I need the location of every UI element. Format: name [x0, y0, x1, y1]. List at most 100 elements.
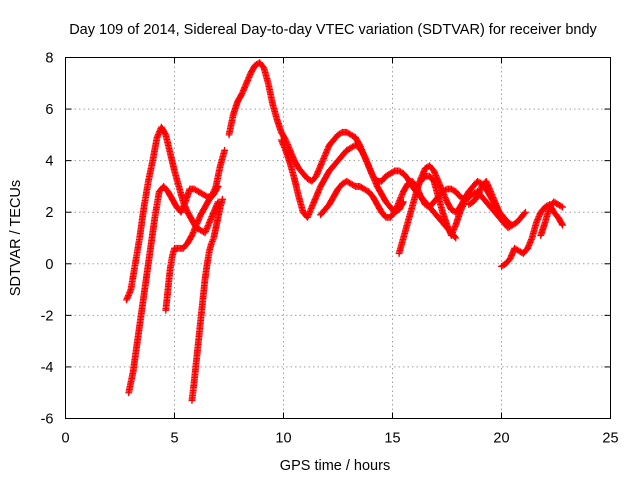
data-point [349, 143, 356, 151]
data-point [446, 203, 454, 211]
data-point [499, 262, 507, 269]
x-tick-label: 25 [602, 431, 618, 447]
data-point [126, 287, 134, 295]
data-point [268, 98, 276, 106]
data-point [316, 163, 324, 171]
axis-ticks: 0 5 10 15 20 25 -6 -4 -2 0 2 4 6 8 [41, 51, 619, 447]
y-tick-label: 2 [45, 205, 53, 221]
data-point [432, 211, 440, 219]
data-point [466, 192, 474, 200]
data-point [434, 191, 442, 199]
data-point [520, 210, 528, 217]
data-point [548, 201, 556, 208]
data-point [419, 175, 427, 183]
data-point [449, 186, 457, 194]
data-point [328, 195, 336, 203]
data-point [438, 207, 446, 215]
data-point [200, 191, 208, 199]
data-point [408, 205, 416, 213]
data-point [397, 168, 404, 176]
data-point [412, 189, 420, 197]
data-point [229, 112, 237, 120]
data-point [485, 201, 492, 208]
data-point [200, 206, 207, 214]
y-tick-label: -6 [41, 412, 54, 428]
series-track-8 [395, 162, 508, 257]
data-point [301, 172, 309, 180]
data-point [167, 193, 175, 201]
data-point [344, 129, 352, 137]
data-point [399, 236, 407, 243]
series-track-10 [465, 177, 516, 229]
data-point [258, 61, 266, 69]
data-point [475, 178, 483, 186]
data-point [310, 175, 318, 183]
x-tick-label: 15 [384, 431, 400, 447]
data-point [205, 220, 213, 228]
data-point [320, 153, 328, 161]
data-point [364, 160, 372, 168]
series-track-2 [125, 146, 229, 397]
data-point [166, 148, 174, 155]
data-point [187, 234, 194, 242]
data-markers [123, 59, 566, 404]
series-track-1 [123, 123, 222, 304]
data-point [532, 220, 540, 228]
data-point [340, 179, 348, 187]
data-point [388, 169, 396, 177]
data-point [264, 78, 272, 86]
data-point [380, 175, 388, 183]
data-point [218, 197, 226, 205]
data-point [558, 220, 566, 228]
data-point [208, 193, 215, 201]
data-point [286, 158, 293, 166]
data-point [486, 186, 494, 194]
data-point [403, 220, 411, 228]
data-point [293, 162, 301, 170]
data-point [490, 197, 498, 204]
data-point [502, 216, 510, 224]
data-point [196, 189, 204, 196]
data-point [402, 183, 410, 190]
plot-frame [65, 57, 611, 419]
data-point [192, 186, 199, 194]
data-point [362, 186, 370, 194]
x-tick-label: 10 [275, 431, 291, 447]
data-point [512, 245, 520, 253]
data-point [428, 201, 436, 208]
data-point [168, 254, 176, 262]
data-point [551, 199, 559, 207]
data-point [153, 135, 161, 143]
data-point [384, 201, 392, 208]
data-point [480, 195, 488, 203]
data-point [237, 92, 245, 100]
data-point [250, 64, 258, 72]
x-tick-label: 0 [61, 431, 69, 447]
series-track-11 [498, 201, 566, 270]
data-point [336, 130, 343, 138]
data-point [498, 211, 505, 219]
x-tick-label: 20 [493, 431, 509, 447]
data-point [504, 257, 512, 265]
data-point [323, 203, 331, 211]
y-axis-label: SDTVAR / TECUs [8, 180, 24, 296]
y-tick-label: 6 [45, 102, 53, 118]
data-point [522, 247, 529, 255]
data-point [541, 220, 549, 228]
series-track-4 [188, 195, 226, 404]
data-point [384, 171, 391, 179]
data-point [182, 242, 189, 250]
data-point [204, 198, 212, 206]
data-point [162, 185, 170, 193]
data-point [307, 205, 315, 212]
data-point [328, 139, 335, 146]
data-point [506, 219, 513, 227]
data-point [349, 181, 356, 189]
data-point [216, 205, 224, 212]
series-track-12 [537, 198, 566, 239]
x-axis-label: GPS time / hours [280, 458, 390, 474]
data-point [428, 175, 436, 183]
data-point [187, 213, 194, 221]
data-point [557, 202, 565, 210]
data-point [381, 195, 388, 203]
